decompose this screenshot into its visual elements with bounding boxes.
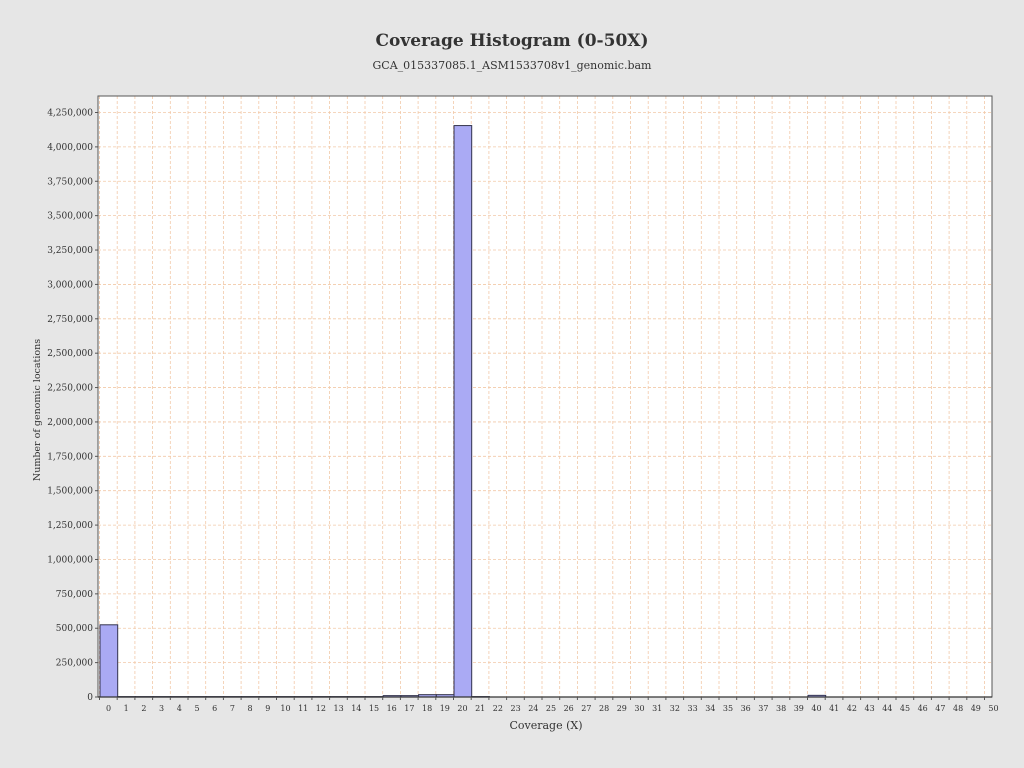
x-tick-label: 9 bbox=[265, 704, 270, 713]
x-tick-label: 43 bbox=[865, 704, 875, 713]
x-tick-label: 17 bbox=[404, 704, 414, 713]
x-tick-label: 27 bbox=[581, 704, 591, 713]
x-tick-label: 12 bbox=[316, 704, 326, 713]
y-tick-label: 3,500,000 bbox=[47, 212, 93, 222]
y-tick-label: 1,750,000 bbox=[47, 452, 93, 462]
y-tick-label: 4,000,000 bbox=[47, 143, 93, 153]
y-tick-label: 2,250,000 bbox=[47, 384, 93, 394]
x-tick-label: 8 bbox=[248, 704, 253, 713]
x-tick-label: 0 bbox=[106, 704, 111, 713]
plot-area bbox=[98, 96, 992, 697]
x-tick-label: 42 bbox=[847, 704, 857, 713]
chart-subtitle: GCA_015337085.1_ASM1533708v1_genomic.bam bbox=[372, 59, 652, 72]
x-tick-label: 50 bbox=[988, 704, 998, 713]
x-tick-label: 23 bbox=[511, 704, 521, 713]
x-tick-label: 46 bbox=[918, 704, 928, 713]
y-tick-label: 2,000,000 bbox=[47, 418, 93, 428]
y-tick-label: 4,250,000 bbox=[47, 109, 93, 119]
x-tick-label: 2 bbox=[141, 704, 146, 713]
x-tick-label: 5 bbox=[194, 704, 199, 713]
x-tick-label: 49 bbox=[971, 704, 981, 713]
x-tick-label: 24 bbox=[528, 704, 538, 713]
x-tick-label: 40 bbox=[811, 704, 821, 713]
y-tick-label: 3,750,000 bbox=[47, 177, 93, 187]
y-tick-label: 0 bbox=[87, 693, 93, 703]
y-tick-label: 500,000 bbox=[56, 624, 93, 634]
gridlines bbox=[98, 96, 992, 698]
x-tick-label: 10 bbox=[280, 704, 290, 713]
x-tick-label: 13 bbox=[334, 704, 344, 713]
x-tick-label: 41 bbox=[829, 704, 839, 713]
y-axis-label: Number of genomic locations bbox=[32, 339, 43, 481]
x-tick-label: 21 bbox=[475, 704, 485, 713]
x-tick-label: 3 bbox=[159, 704, 164, 713]
x-tick-label: 18 bbox=[422, 704, 432, 713]
y-tick-label: 2,500,000 bbox=[47, 349, 93, 359]
chart-title: Coverage Histogram (0-50X) bbox=[375, 31, 649, 51]
x-axis-label: Coverage (X) bbox=[509, 719, 582, 732]
x-tick-label: 6 bbox=[212, 704, 217, 713]
x-tick-labels: 0 1 2 3 4 5 6 7 8 9 10 11 12 13 14 15 16 17 18 19 20 21 22 23 24… bbox=[99, 697, 999, 713]
histogram-bar bbox=[453, 125, 473, 698]
x-tick-label: 20 bbox=[457, 704, 467, 713]
x-tick-label: 11 bbox=[298, 704, 308, 713]
x-tick-label: 32 bbox=[670, 704, 680, 713]
x-tick-label: 48 bbox=[953, 704, 963, 713]
x-tick-label: 34 bbox=[705, 704, 715, 713]
x-tick-label: 16 bbox=[387, 704, 397, 713]
y-tick-label: 1,500,000 bbox=[47, 487, 93, 497]
x-tick-label: 36 bbox=[741, 704, 751, 713]
y-tick-label: 750,000 bbox=[56, 590, 93, 600]
x-tick-label: 37 bbox=[758, 704, 768, 713]
x-tick-label: 28 bbox=[599, 704, 609, 713]
x-tick-label: 15 bbox=[369, 704, 379, 713]
x-tick-label: 45 bbox=[900, 704, 910, 713]
x-tick-label: 7 bbox=[230, 704, 235, 713]
x-tick-label: 38 bbox=[776, 704, 786, 713]
x-tick-label: 26 bbox=[564, 704, 574, 713]
x-tick-label: 39 bbox=[794, 704, 804, 713]
x-tick-label: 44 bbox=[882, 704, 892, 713]
x-tick-label: 33 bbox=[688, 704, 698, 713]
x-tick-label: 31 bbox=[652, 704, 662, 713]
histogram-bar bbox=[99, 624, 119, 698]
x-tick-label: 25 bbox=[546, 704, 556, 713]
x-tick-label: 4 bbox=[177, 704, 182, 713]
y-tick-label: 3,250,000 bbox=[47, 246, 93, 256]
x-tick-label: 14 bbox=[351, 704, 361, 713]
y-tick-label: 1,000,000 bbox=[47, 555, 93, 565]
x-tick-label: 22 bbox=[493, 704, 503, 713]
x-tick-label: 30 bbox=[634, 704, 644, 713]
y-tick-label: 250,000 bbox=[56, 659, 93, 669]
y-tick-label: 1,250,000 bbox=[47, 521, 93, 531]
x-tick-label: 19 bbox=[440, 704, 450, 713]
x-tick-label: 35 bbox=[723, 704, 733, 713]
x-tick-label: 47 bbox=[935, 704, 945, 713]
x-tick-label: 29 bbox=[617, 704, 627, 713]
y-tick-label: 3,000,000 bbox=[47, 280, 93, 290]
y-tick-labels: 0 250,000 500,000 750,000 1,000,000 1,250,000… bbox=[47, 109, 98, 703]
y-tick-label: 2,750,000 bbox=[47, 315, 93, 325]
x-tick-label: 1 bbox=[124, 704, 129, 713]
